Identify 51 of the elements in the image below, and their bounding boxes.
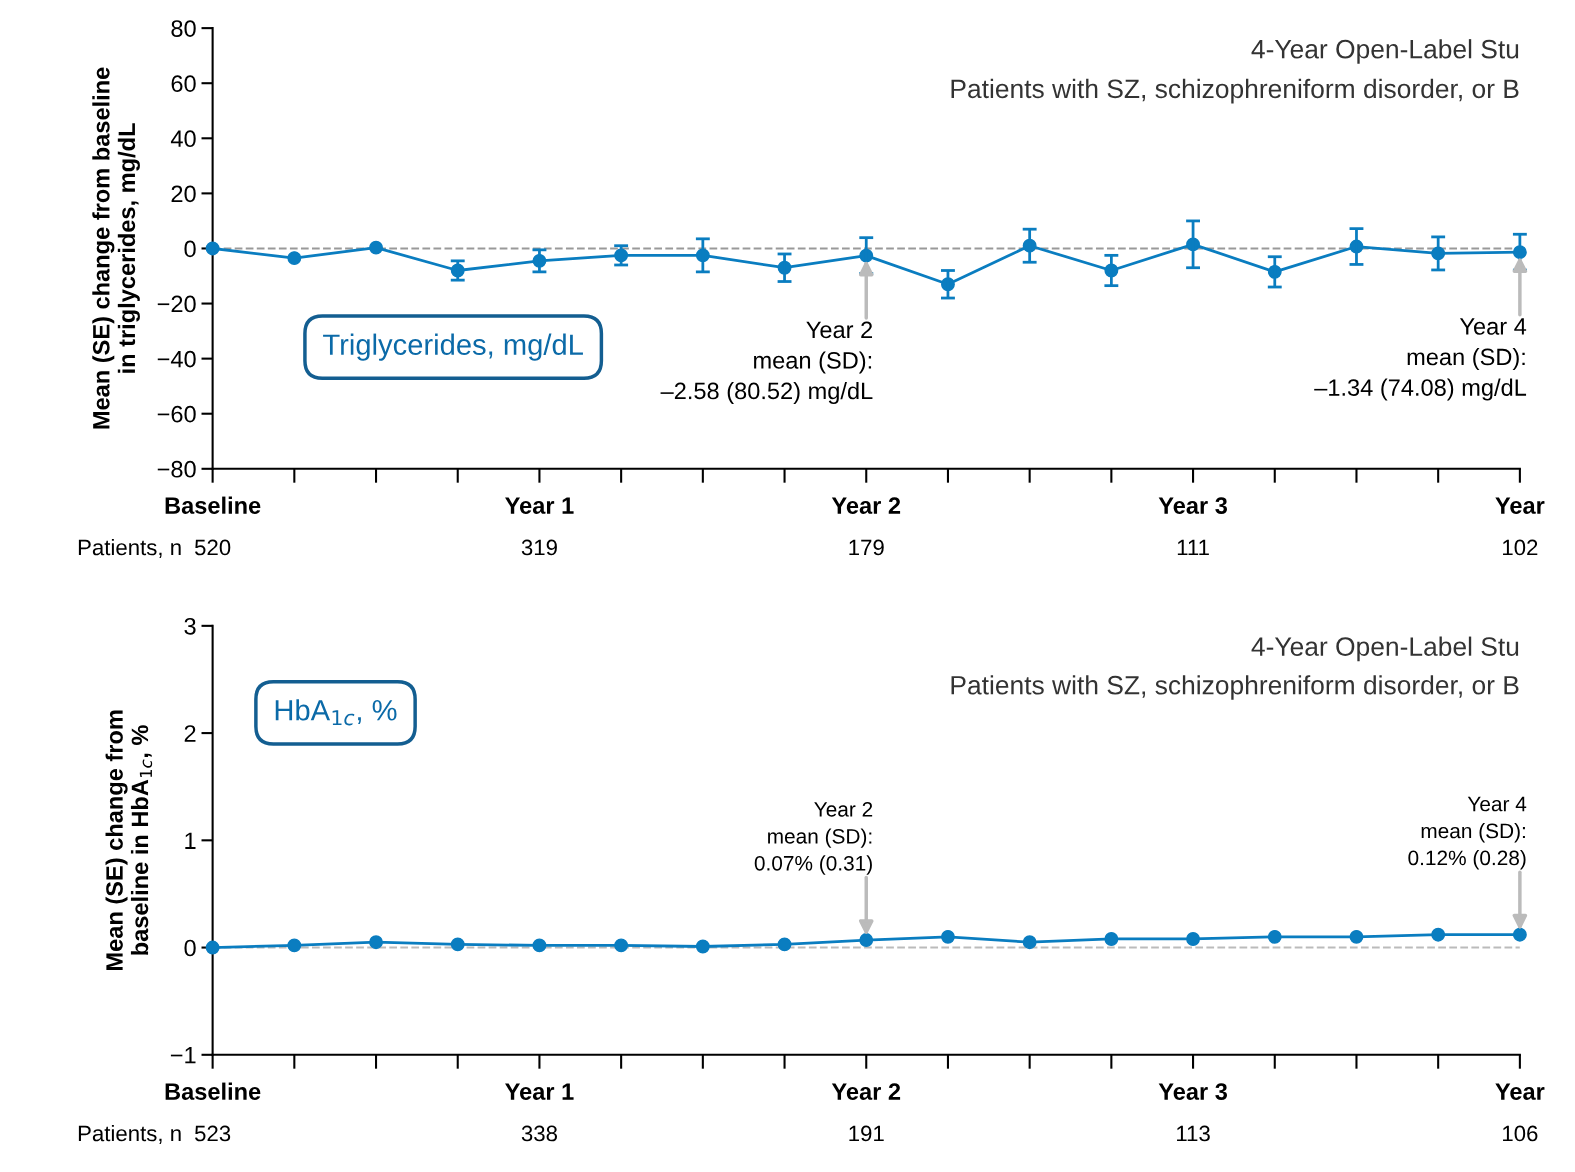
y-tick-label: 1 xyxy=(185,832,196,849)
x-tick-label: Year xyxy=(1495,1083,1545,1100)
text: Patients with SZ, schizophreniform disorder, or B xyxy=(951,675,1519,700)
x-tick-label: Year 3 xyxy=(1158,1083,1228,1100)
annotation: Triglycerides, mg/dL xyxy=(323,333,583,361)
point xyxy=(205,241,220,256)
y-tick-label: 3 xyxy=(184,617,196,635)
annotation: Year 4 mean (SD): 0.12% (0.28) xyxy=(1408,796,1527,870)
chart-title: 4-Year Open-Label Stu xyxy=(1251,39,1519,64)
text: 106 xyxy=(1503,1125,1538,1142)
y-tick-label: −20 xyxy=(157,295,196,313)
point xyxy=(369,240,383,255)
text: 113 xyxy=(1177,1125,1210,1142)
text: Patients, n xyxy=(78,539,181,558)
y-tick-label: −60 xyxy=(157,405,196,423)
x-tick-label: Baseline xyxy=(165,1082,261,1100)
text: 191 xyxy=(849,1125,884,1142)
annotation: HbA$_{1c}$, % xyxy=(275,699,397,726)
x-tick-label: Year 1 xyxy=(505,1083,574,1100)
point xyxy=(287,251,302,266)
y-tick-label: −40 xyxy=(157,350,196,368)
chart-title: 4-Year Open-Label Stu xyxy=(1251,636,1519,662)
y-tick-label: −1 xyxy=(170,1047,196,1064)
x-tick-label: Year 2 xyxy=(831,497,901,514)
text: Patients, n xyxy=(78,1125,181,1144)
annotation: Year 2 mean (SD): –2.58 (80.52) mg/dL xyxy=(660,321,873,404)
annotation: Year 2 mean (SD): 0.07% (0.31) xyxy=(754,801,873,875)
text: 179 xyxy=(849,539,884,556)
x-tick-label: Year 3 xyxy=(1158,497,1228,514)
text: 338 xyxy=(521,1125,558,1142)
text: 319 xyxy=(521,539,557,556)
y-tick-label: 60 xyxy=(171,75,196,92)
y-tick-label: 2 xyxy=(184,725,196,742)
y-tick-label: 20 xyxy=(171,185,196,203)
text: 102 xyxy=(1503,539,1538,556)
text: 523 xyxy=(194,1125,231,1142)
text: 111 xyxy=(1177,539,1209,556)
y-axis-title: Mean (SE) change from baseline in HbA$_{1c}$, % xyxy=(105,710,153,970)
text: 520 xyxy=(194,539,231,556)
x-tick-label: Baseline xyxy=(165,496,261,514)
y-tick-label: −80 xyxy=(157,460,196,478)
x-tick-label: Year xyxy=(1495,497,1545,514)
y-tick-label: 0 xyxy=(184,240,196,258)
annotation: Year 4 mean (SD): –1.34 (74.08) mg/dL xyxy=(1314,318,1527,401)
x-tick-label: Year 1 xyxy=(505,497,574,514)
y-axis-title: Mean (SE) change from baseline in triglycerides, mg/dL xyxy=(92,67,140,429)
text: Patients with SZ, schizophreniform disorder, or B xyxy=(951,78,1519,104)
y-tick-label: 0 xyxy=(184,939,196,957)
x-tick-label: Year 2 xyxy=(831,1083,901,1100)
y-tick-label: 80 xyxy=(171,20,196,37)
y-tick-label: 40 xyxy=(170,130,196,148)
